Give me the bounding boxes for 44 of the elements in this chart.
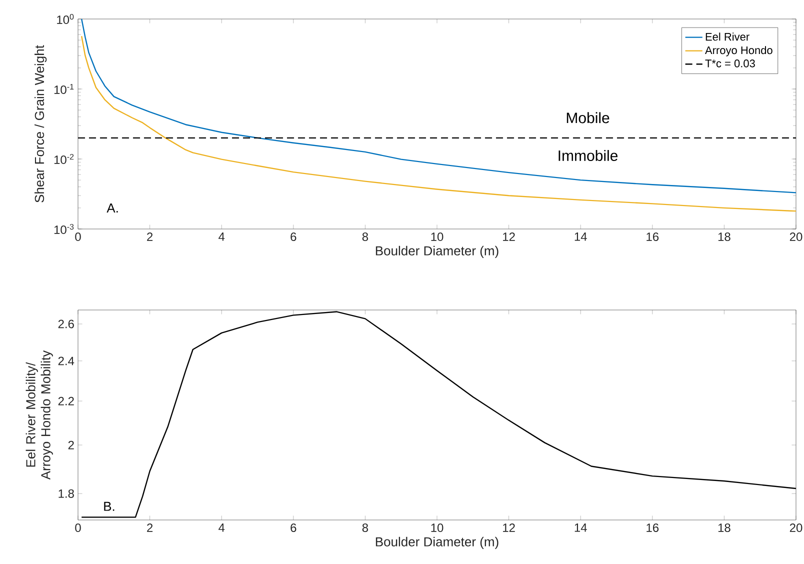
x-tick-label: 4	[218, 524, 225, 532]
x-tick-label: 18	[718, 524, 730, 532]
y-tick-label: 2.6	[58, 320, 74, 328]
x-tick-label: 4	[218, 232, 225, 241]
x-tick-label: 18	[718, 232, 730, 242]
legend-label: Arroyo Hondo	[705, 46, 772, 56]
x-axis-title: Boulder Diameter (m)	[376, 246, 498, 258]
legend-label: T*c = 0.03	[705, 60, 755, 68]
y-tick-label: 10$^{-3}$	[54, 224, 74, 234]
legend-label: Eel River	[706, 32, 750, 41]
x-tick-label: 0	[75, 232, 81, 242]
x-tick-label: 14	[574, 524, 587, 532]
annotation: A.	[106, 204, 118, 212]
x-tick-label: 10	[431, 524, 444, 532]
y-tick-label: 1.8	[58, 489, 74, 498]
annotation: Mobile	[566, 112, 610, 124]
x-tick-label: 0	[75, 524, 81, 532]
x-tick-label: 14	[574, 232, 587, 241]
y-tick-label: 10$^{-1}$	[54, 84, 74, 94]
line-series	[80, 18, 796, 194]
x-tick-label: 12	[503, 232, 515, 241]
x-tick-label: 6	[290, 524, 296, 532]
x-tick-label: 20	[790, 232, 802, 242]
y-tick-label: 10$^{-2}$	[54, 154, 74, 164]
line-series	[80, 311, 796, 518]
x-tick-label: 6	[290, 232, 296, 242]
y-axis-title: Shear Force / Grain Weight	[34, 45, 47, 202]
x-tick-label: 2	[147, 524, 153, 532]
x-tick-label: 10	[431, 232, 444, 242]
y-tick-label: 2	[68, 440, 74, 450]
x-tick-label: 8	[362, 524, 368, 532]
y-tick-label: 2.4	[58, 356, 74, 366]
y-axis-title: Eel River Mobility/ Arroyo Hondo Mobility	[26, 350, 53, 480]
x-tick-label: 16	[646, 524, 659, 532]
y-tick-label: 10$^{0}$	[57, 14, 74, 24]
x-axis-title: Boulder Diameter (m)	[376, 536, 498, 549]
x-tick-label: 20	[790, 524, 802, 532]
x-tick-label: 12	[503, 524, 515, 532]
x-tick-label: 2	[147, 232, 153, 241]
annotation: B.	[104, 502, 114, 511]
x-tick-label: 8	[362, 232, 368, 242]
annotation: Immobile	[558, 150, 618, 161]
y-tick-label: 2.2	[58, 396, 74, 406]
x-tick-label: 16	[646, 232, 659, 242]
